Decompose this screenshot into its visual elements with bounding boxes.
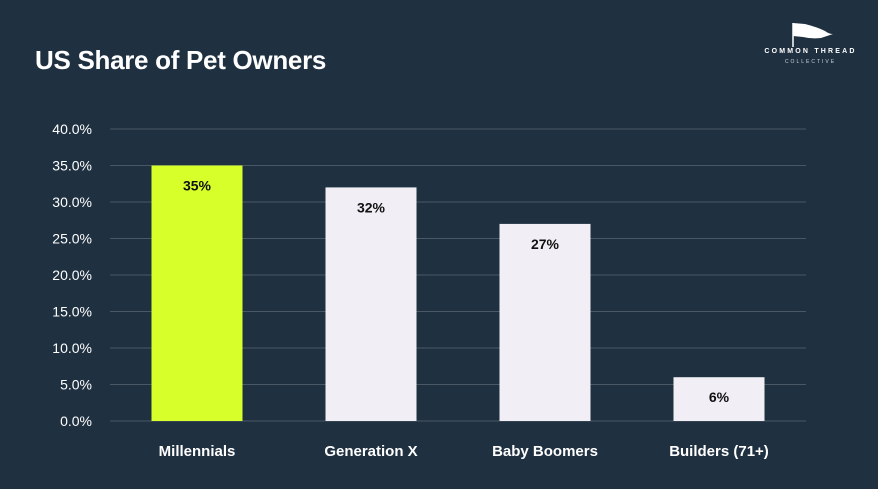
data-label: 35% (183, 178, 212, 194)
logo-subtitle: COLLECTIVE (784, 59, 837, 65)
bar-baby-boomers (499, 223, 591, 421)
y-tick-label: 20.0% (52, 267, 92, 283)
bar-millennials (151, 165, 243, 421)
x-category-label: Builders (71+) (669, 443, 769, 460)
y-tick-label: 5.0% (60, 377, 92, 393)
bar-builders-71 (673, 377, 765, 421)
data-label: 6% (709, 389, 730, 405)
bar-generation-x (325, 187, 417, 421)
y-tick-label: 25.0% (52, 231, 92, 247)
y-axis-ticks: 0.0% 5.0% 10.0% 15.0% 20.0% 25.0% 30.0% 35.0% 40… (52, 121, 92, 429)
x-category-label: Baby Boomers (492, 443, 598, 460)
y-tick-label: 40.0% (52, 121, 92, 137)
chart-title: US Share of Pet Owners (35, 45, 327, 75)
data-labels: 35% 32% 27% 6% (183, 178, 730, 406)
y-tick-label: 30.0% (52, 194, 92, 210)
y-tick-label: 35.0% (52, 158, 92, 174)
y-tick-label: 10.0% (52, 340, 92, 356)
y-tick-label: 0.0% (60, 413, 92, 429)
x-category-label: Millennials (159, 443, 236, 460)
y-tick-label: 15.0% (52, 304, 92, 320)
flag-icon (792, 23, 833, 47)
brand-logo: COMMON THREAD COLLECTIVE (758, 22, 863, 70)
bars (151, 165, 765, 421)
category-labels: Millennials Generation X Baby Boomers Build… (159, 443, 769, 460)
data-label: 27% (531, 236, 560, 252)
x-category-label: Generation X (324, 443, 417, 460)
data-label: 32% (357, 199, 386, 215)
logo-wordmark: COMMON THREAD (764, 48, 857, 55)
